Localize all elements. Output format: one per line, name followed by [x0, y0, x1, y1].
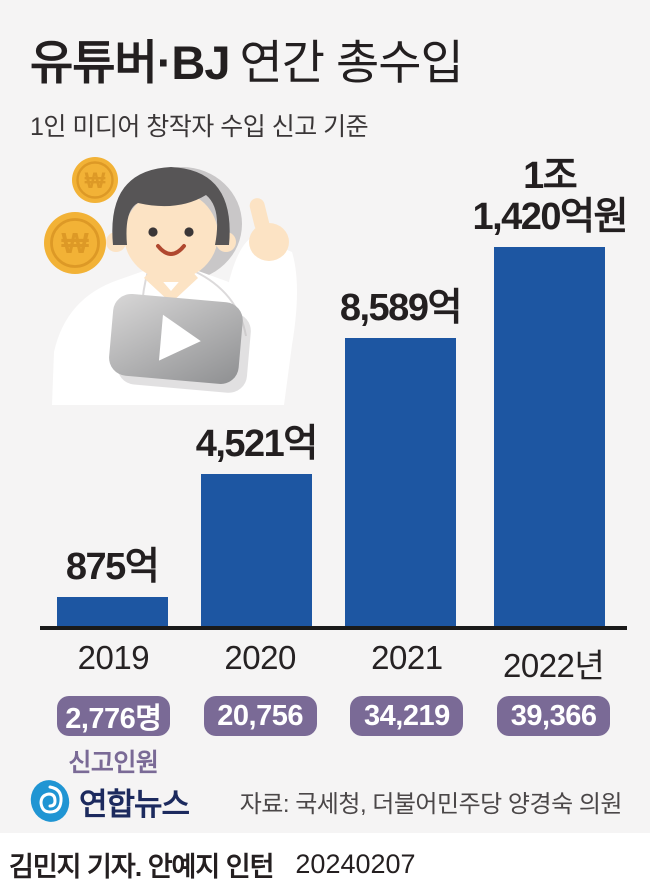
badge-cell: 39,366	[480, 696, 627, 736]
play-button	[109, 293, 251, 393]
page-title: 유튜버·BJ 연간 총수입	[30, 24, 464, 93]
eye-left	[148, 227, 158, 237]
source-bar: 연합뉴스 자료: 국세청, 더불어민주당 양경숙 의원	[28, 778, 623, 824]
bar-2020	[200, 474, 312, 626]
smile	[156, 244, 186, 256]
badge-cell: 34,219	[334, 696, 481, 736]
reporter-count-badge: 2,776명	[56, 696, 170, 736]
page-title-bold: 유튜버·BJ	[30, 36, 230, 89]
credit-reporters: 김민지 기자. 안예지 인턴	[9, 851, 274, 882]
x-axis-line	[40, 626, 627, 630]
bars-row: 875억 4,521억 8,589억 1조 1,420억원	[40, 155, 628, 626]
hair	[112, 167, 230, 245]
fist	[249, 223, 289, 261]
thumb	[249, 198, 270, 232]
svg-text:₩: ₩	[85, 168, 106, 193]
credit-bar: 김민지 기자. 안예지 인턴 20240207	[0, 833, 650, 895]
reporter-label: 신고인원	[68, 749, 159, 777]
bar-2022년	[494, 247, 606, 626]
bar-column: 875억	[40, 156, 184, 626]
reporter-count-badge: 20,756	[203, 696, 317, 736]
coin-large: ₩	[44, 212, 106, 274]
source-text: 자료: 국세청, 더불어민주당 양경숙 의원	[239, 790, 623, 818]
bar-chart: 875억 4,521억 8,589억 1조 1,420억원 2019 2020 2021 20…	[40, 155, 628, 779]
yonhap-logo-text: 연합뉴스	[79, 786, 190, 822]
reporter-label-spacer	[334, 743, 481, 779]
header: 유튜버·BJ 연간 총수입 1인 미디어 창작자 수입 신고 기준	[30, 24, 464, 143]
creator-illustration: ₩ ₩	[40, 140, 330, 405]
bar-2021	[344, 338, 456, 626]
badge-cell: 2,776명	[40, 696, 187, 736]
year-label: 2020	[224, 639, 296, 676]
bar-column: 1조 1,420억원	[472, 155, 628, 626]
credit-date: 20240207	[295, 848, 416, 879]
bar-value-label: 8,589억	[339, 286, 463, 329]
eye-right	[184, 227, 194, 237]
year-label: 2022년	[502, 647, 605, 684]
page-title-rest: 연간 총수입	[239, 36, 463, 89]
bar-value-label: 875억	[65, 545, 160, 588]
badges-row: 2,776명 20,756 34,219 39,366	[40, 696, 627, 736]
play-triangle	[158, 314, 201, 361]
reporter-label-spacer	[187, 743, 334, 779]
svg-text:₩: ₩	[61, 228, 89, 260]
reporter-label-spacer	[480, 743, 627, 779]
yonhap-logo-icon	[30, 780, 70, 822]
coin-small: ₩	[72, 157, 118, 203]
page-subtitle: 1인 미디어 창작자 수입 신고 기준	[30, 113, 369, 141]
creator-illustration-svg: ₩ ₩	[44, 157, 297, 405]
yonhap-logo: 연합뉴스	[28, 779, 190, 824]
reporter-row: 신고인원	[40, 743, 627, 779]
shirt-seam-right	[193, 270, 247, 337]
bar-2019	[56, 597, 168, 626]
reporter-count-badge: 34,219	[350, 696, 464, 736]
badge-cell: 20,756	[187, 696, 334, 736]
years-row: 2019 2020 2021 2022년	[40, 630, 627, 687]
year-label: 2021	[371, 639, 443, 676]
bar-column: 4,521억	[184, 156, 328, 626]
reporter-count-badge: 39,366	[497, 696, 611, 736]
face	[124, 190, 218, 280]
bar-value-label: 4,521억	[195, 422, 319, 465]
year-label: 2019	[77, 639, 150, 676]
bar-column: 8,589억	[328, 156, 472, 626]
bar-value-label: 1조 1,420억원	[472, 155, 628, 239]
